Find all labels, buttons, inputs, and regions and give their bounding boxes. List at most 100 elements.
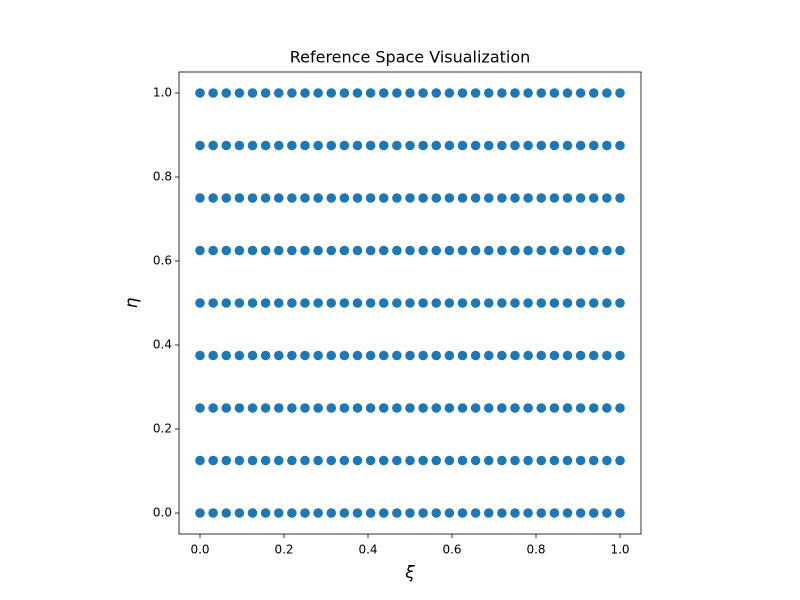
point: [339, 88, 350, 98]
point: [549, 455, 560, 466]
point: [195, 508, 205, 518]
point: [431, 403, 442, 413]
point: [392, 455, 402, 466]
point: [287, 245, 297, 256]
point: [549, 350, 560, 361]
point: [602, 193, 612, 203]
point: [457, 508, 468, 518]
point: [234, 88, 245, 98]
point: [588, 140, 599, 151]
point: [431, 455, 442, 466]
point: [431, 88, 442, 98]
point: [418, 193, 428, 203]
point: [326, 403, 337, 413]
point: [470, 508, 481, 518]
point: [418, 245, 428, 256]
point: [300, 193, 310, 203]
point: [352, 455, 363, 466]
point: [457, 455, 468, 466]
point: [575, 298, 586, 308]
point: [287, 350, 297, 361]
point: [392, 298, 402, 308]
point: [221, 350, 232, 361]
point: [378, 350, 389, 361]
point: [260, 88, 271, 98]
point: [326, 508, 337, 518]
point: [405, 508, 415, 518]
point: [208, 508, 218, 518]
point: [444, 245, 455, 256]
point: [483, 245, 494, 256]
plot-frame: [178, 71, 642, 535]
point: [392, 403, 402, 413]
point: [392, 350, 402, 361]
point: [523, 508, 533, 518]
point: [247, 88, 258, 98]
point: [378, 403, 389, 413]
point: [562, 508, 573, 518]
y-tick-label: 0.2: [153, 422, 172, 436]
point: [195, 350, 205, 361]
point: [615, 298, 625, 308]
point: [326, 88, 337, 98]
point: [536, 193, 547, 203]
point: [339, 140, 350, 151]
point: [523, 298, 533, 308]
point: [549, 508, 560, 518]
point: [221, 298, 232, 308]
point: [418, 455, 428, 466]
point: [418, 88, 428, 98]
point: [483, 455, 494, 466]
point: [444, 508, 455, 518]
point: [365, 508, 376, 518]
point: [405, 298, 415, 308]
point: [588, 245, 599, 256]
point: [392, 140, 402, 151]
point: [470, 88, 481, 98]
point: [562, 298, 573, 308]
point: [378, 245, 389, 256]
chart-title: Reference Space Visualization: [290, 48, 531, 67]
point: [588, 298, 599, 308]
point: [470, 140, 481, 151]
point: [313, 350, 323, 361]
point: [470, 245, 481, 256]
point: [195, 455, 205, 466]
point: [365, 350, 376, 361]
point: [602, 508, 612, 518]
point: [195, 245, 205, 256]
point: [221, 193, 232, 203]
point: [273, 140, 284, 151]
point: [549, 245, 560, 256]
point: [562, 403, 573, 413]
point: [615, 403, 625, 413]
point: [234, 508, 245, 518]
point: [352, 245, 363, 256]
point: [405, 193, 415, 203]
point: [536, 403, 547, 413]
point: [444, 455, 455, 466]
point: [326, 350, 337, 361]
point: [418, 140, 428, 151]
point: [523, 245, 533, 256]
point: [549, 193, 560, 203]
point: [352, 193, 363, 203]
point: [562, 455, 573, 466]
point: [549, 88, 560, 98]
point: [510, 508, 520, 518]
point: [405, 455, 415, 466]
point: [536, 298, 547, 308]
point: [287, 298, 297, 308]
point: [510, 350, 520, 361]
point: [575, 88, 586, 98]
point: [615, 508, 625, 518]
point: [208, 88, 218, 98]
point: [208, 350, 218, 361]
point: [260, 350, 271, 361]
point: [444, 403, 455, 413]
point: [365, 455, 376, 466]
point: [497, 350, 507, 361]
point: [313, 403, 323, 413]
point: [444, 193, 455, 203]
